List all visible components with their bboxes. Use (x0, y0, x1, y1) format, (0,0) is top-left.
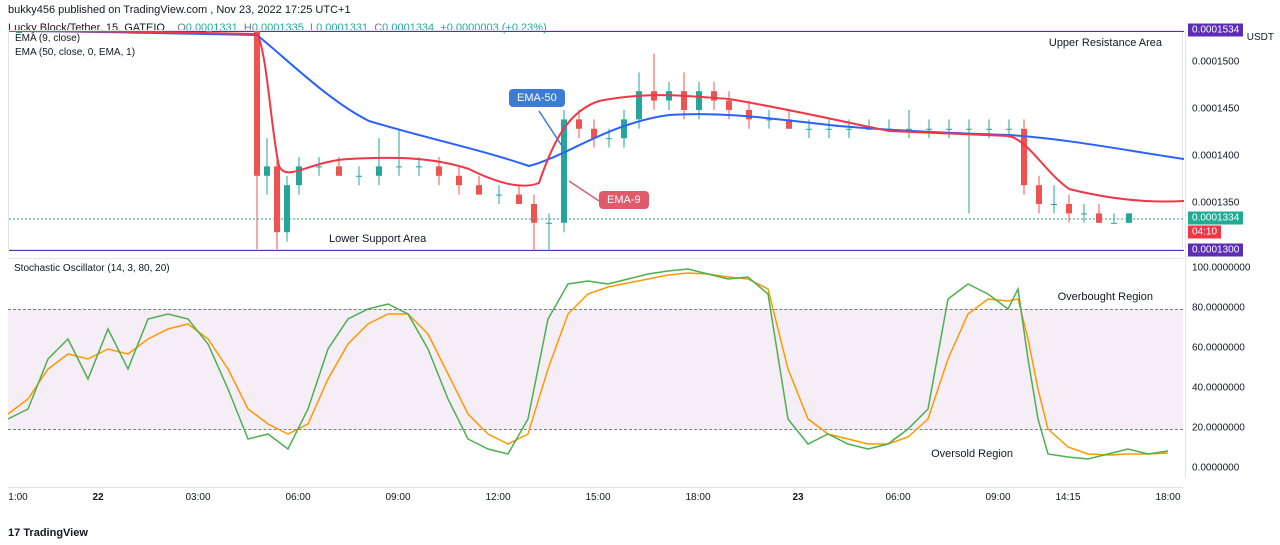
time-tick: 09:00 (385, 492, 410, 503)
tradingview-logo: 17 TradingView (8, 527, 88, 539)
price-label: 0.0001534 (1188, 24, 1243, 37)
price-tick: 0.0001450 (1192, 103, 1239, 114)
countdown-label: 04:10 (1188, 226, 1221, 239)
price-tick: 0.0001500 (1192, 56, 1239, 67)
stoch-tick: 40.0000000 (1192, 383, 1245, 394)
time-tick: 12:00 (485, 492, 510, 503)
publish-header: bukky456 published on TradingView.com , … (0, 0, 1280, 20)
time-axis[interactable]: 1:00 22 03:00 06:00 09:00 12:00 15:00 18:00 23 06… (8, 487, 1183, 507)
stoch-tick: 60.0000000 (1192, 343, 1245, 354)
time-tick: 23 (792, 492, 803, 503)
time-tick: 09:00 (985, 492, 1010, 503)
ema9-tag: EMA-9 (599, 191, 649, 209)
quote-currency: USDT (1247, 32, 1274, 43)
price-label: 0.0001300 (1188, 244, 1243, 257)
chart-container: bukky456 published on TradingView.com , … (0, 0, 1280, 545)
stoch-tick: 0.0000000 (1192, 463, 1239, 474)
main-chart-svg (9, 31, 1184, 251)
stoch-tick: 100.0000000 (1192, 263, 1250, 274)
time-tick: 15:00 (585, 492, 610, 503)
time-tick: 14:15 (1055, 492, 1080, 503)
price-label: 0.0001334 (1188, 212, 1243, 225)
stochastic-svg (8, 259, 1183, 479)
time-tick: 18:00 (1155, 492, 1180, 503)
time-tick: 18:00 (685, 492, 710, 503)
overbought-label: Overbought Region (1058, 291, 1153, 303)
lower-support-label: Lower Support Area (329, 233, 426, 245)
ema50-tag: EMA-50 (509, 89, 565, 107)
stoch-tick: 20.0000000 (1192, 423, 1245, 434)
price-tick: 0.0001400 (1192, 150, 1239, 161)
time-tick: 06:00 (885, 492, 910, 503)
publish-date: Nov 23, 2022 17:25 UTC+1 (216, 4, 350, 16)
price-tick: 0.0001350 (1192, 197, 1239, 208)
time-tick: 06:00 (285, 492, 310, 503)
price-axis[interactable]: USDT 0.00015340.00015000.00014500.000140… (1185, 30, 1280, 478)
time-tick: 22 (92, 492, 103, 503)
time-tick: 1:00 (8, 492, 27, 503)
site: TradingView.com (123, 4, 207, 16)
main-price-chart[interactable]: EMA (9, close) EMA (50, close, 0, EMA, 1… (8, 30, 1183, 250)
time-tick: 03:00 (185, 492, 210, 503)
upper-resistance-label: Upper Resistance Area (1049, 37, 1162, 49)
publisher: bukky456 (8, 4, 55, 16)
stoch-tick: 80.0000000 (1192, 303, 1245, 314)
stochastic-chart[interactable]: Stochastic Oscillator (14, 3, 80, 20) Ov… (8, 258, 1183, 478)
oversold-label: Oversold Region (931, 448, 1013, 460)
